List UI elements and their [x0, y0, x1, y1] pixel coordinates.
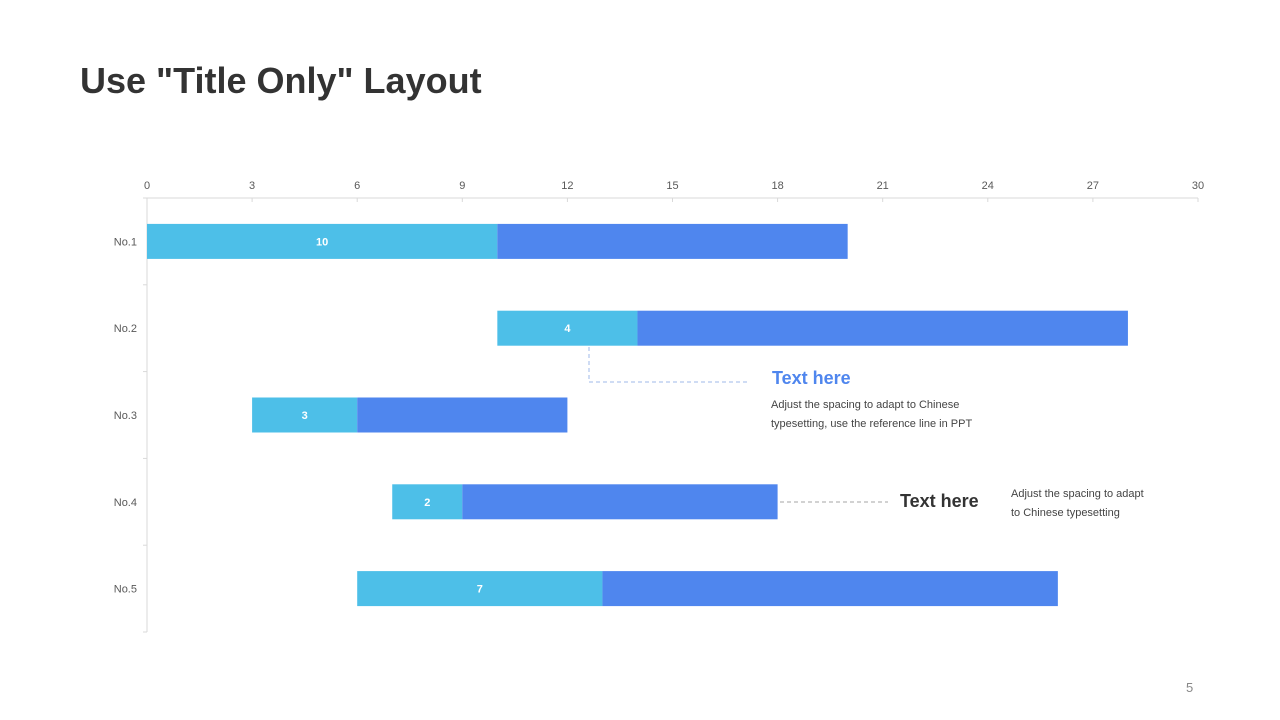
callout-1-body: Adjust the spacing to adapt to Chinese t…: [771, 396, 972, 434]
bar-segment-1: [497, 310, 638, 346]
x-tick-label: 24: [982, 180, 994, 192]
bar-segment-2: [637, 310, 1128, 346]
page-number: 5: [1186, 680, 1194, 695]
bar-segment-1: [147, 223, 498, 259]
x-tick-label: 30: [1192, 180, 1204, 192]
x-tick-label: 3: [249, 180, 255, 192]
x-tick-label: 18: [771, 180, 783, 192]
category-label: No.2: [114, 323, 137, 335]
bar-segment-1: [392, 484, 463, 520]
bar-segment-1: [252, 397, 358, 433]
bar-segment-2: [462, 484, 778, 520]
callout-1-leader-line: [588, 347, 748, 383]
callout-2-body: Adjust the spacing to adapt to Chinese t…: [1011, 485, 1144, 523]
slide-title: Use "Title Only" Layout: [80, 60, 482, 101]
callout-1-title: Text here: [772, 368, 851, 388]
callout-2-title: Text here: [900, 491, 979, 511]
callout-2-body-line-1: Adjust the spacing to adapt: [1011, 488, 1144, 500]
bar-data-label: 4: [564, 323, 571, 335]
x-tick-label: 12: [561, 180, 573, 192]
x-tick-label: 21: [877, 180, 889, 192]
callout-2-body-line-2: to Chinese typesetting: [1011, 507, 1120, 519]
bar-data-label: 10: [316, 236, 328, 248]
callout-1-body-line-1: Adjust the spacing to adapt to Chinese: [771, 399, 960, 411]
bar-data-label: 3: [302, 410, 308, 422]
category-label: No.5: [114, 584, 137, 596]
category-label: No.3: [114, 410, 137, 422]
bar-data-label: 7: [477, 584, 483, 596]
callout-1-body-line-2: typesetting, use the reference line in P…: [771, 418, 973, 430]
bar-segment-2: [357, 397, 568, 433]
bar-segment-1: [357, 571, 603, 607]
bar-data-label: 2: [424, 497, 430, 509]
bar-segment-2: [497, 223, 848, 259]
x-tick-label: 27: [1087, 180, 1099, 192]
category-label: No.1: [114, 236, 137, 248]
x-tick-label: 0: [144, 180, 150, 192]
bar-segment-2: [602, 571, 1058, 607]
category-label: No.4: [114, 497, 137, 509]
x-tick-label: 9: [459, 180, 465, 192]
x-tick-label: 6: [354, 180, 360, 192]
x-tick-label: 15: [666, 180, 678, 192]
